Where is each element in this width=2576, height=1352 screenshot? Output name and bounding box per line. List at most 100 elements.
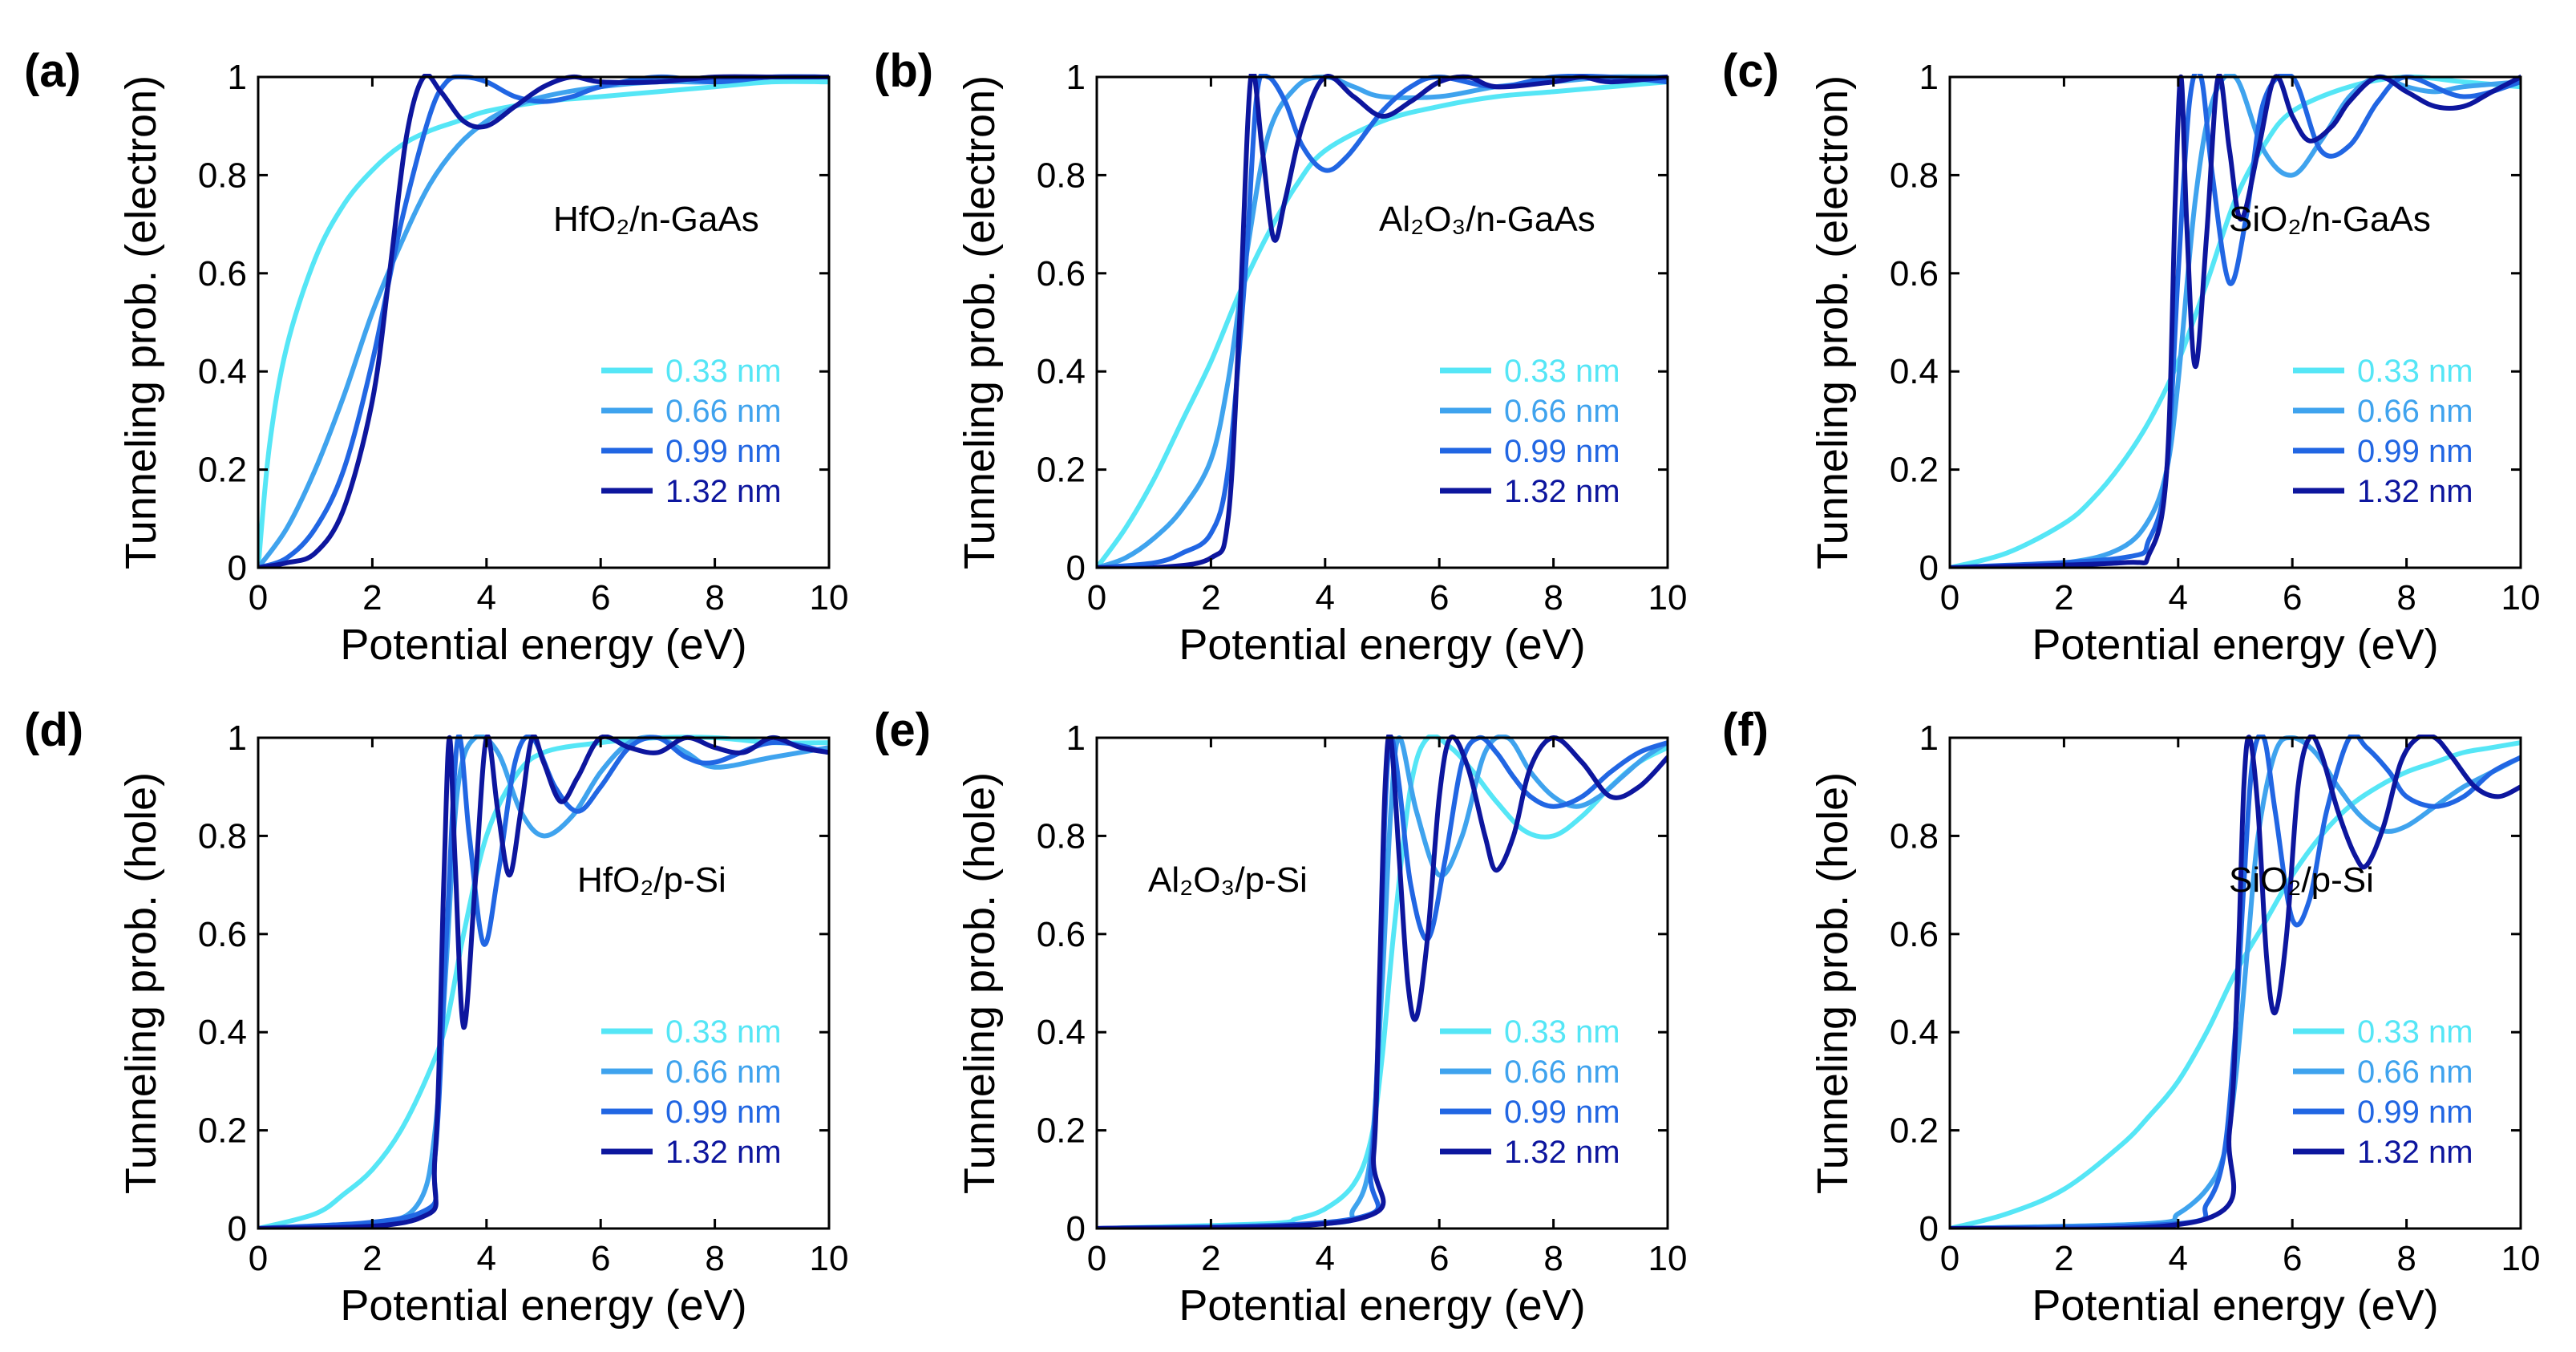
legend-label: 1.32 nm <box>665 474 782 509</box>
plot-frame <box>257 736 831 1230</box>
legend: 0.33 nm 0.66 nm 0.99 nm 1.32 nm <box>1440 354 1620 509</box>
y-tick-label: 0 <box>1066 1209 1086 1249</box>
series-line-132 <box>258 74 829 568</box>
x-tick-label: 6 <box>2283 1239 2302 1278</box>
legend: 0.33 nm 0.66 nm 0.99 nm 1.32 nm <box>1440 1014 1620 1170</box>
legend-label: 1.32 nm <box>2357 1135 2473 1170</box>
legend: 0.33 nm 0.66 nm 0.99 nm 1.32 nm <box>601 1014 782 1170</box>
series-group <box>1950 735 2521 1229</box>
y-tick-label: 0 <box>1066 548 1086 588</box>
legend-label: 0.33 nm <box>1504 1014 1620 1050</box>
legend-label: 0.99 nm <box>2357 434 2473 469</box>
x-axis-title: Potential energy (eV) <box>2032 1281 2438 1330</box>
plot-frame <box>1095 736 1669 1230</box>
x-tick-label: 4 <box>2169 578 2188 617</box>
x-axis-title: Potential energy (eV) <box>2032 621 2438 669</box>
legend-label: 0.66 nm <box>1504 1054 1620 1090</box>
x-tick-label: 8 <box>2396 1239 2416 1278</box>
legend-label: 0.99 nm <box>1504 434 1620 469</box>
y-tick-label: 0.4 <box>1037 352 1086 391</box>
panel-d: (d) 0 2 4 6 8 10 0 0.2 0.4 0.6 0.8 1 Potential energy… <box>24 704 848 1330</box>
x-tick-label: 6 <box>591 578 610 617</box>
y-axis-title: Tunneling prob. (electron) <box>956 75 1004 569</box>
y-tick-label: 0.8 <box>198 816 247 856</box>
plot-frame <box>1948 736 2522 1230</box>
panel-c: (c) 0 2 4 6 8 10 0 0.2 0.4 0.6 0.8 1 Potential energy… <box>1722 45 2540 669</box>
x-tick-label: 8 <box>705 578 724 617</box>
y-axis-title: Tunneling prob. (hole) <box>1809 772 1857 1194</box>
legend-label: 0.99 nm <box>2357 1095 2473 1130</box>
y-axis-title: Tunneling prob. (hole) <box>117 772 165 1194</box>
y-tick-label: 0.8 <box>198 156 247 195</box>
material-annotation: SiO₂/n-GaAs <box>2229 200 2431 239</box>
material-annotation: Al₂O₃/p-Si <box>1148 860 1308 900</box>
series-group <box>1097 735 1668 1229</box>
x-tick-label: 10 <box>810 1239 849 1278</box>
x-tick-label: 0 <box>1087 1239 1106 1278</box>
y-tick-label: 0 <box>228 548 247 588</box>
material-annotation: SiO₂/p-Si <box>2229 860 2374 900</box>
y-tick-label: 0.6 <box>1890 915 1939 954</box>
x-axis-title: Potential energy (eV) <box>340 1281 746 1330</box>
x-tick-label: 6 <box>1430 1239 1449 1278</box>
x-tick-label: 0 <box>249 1239 268 1278</box>
series-line-033 <box>258 79 829 568</box>
y-axis-title: Tunneling prob. (hole) <box>956 772 1004 1194</box>
panel-a: (a) 0 2 4 6 8 10 0 0.2 0.4 0.6 0.8 1 Potential energy… <box>24 45 848 669</box>
y-tick-label: 0.6 <box>198 254 247 293</box>
y-tick-label: 1 <box>228 58 247 97</box>
x-axis-title: Potential energy (eV) <box>340 621 746 669</box>
material-annotation: HfO₂/p-Si <box>577 860 726 900</box>
legend-label: 0.66 nm <box>665 1054 782 1090</box>
y-tick-label: 0.6 <box>1037 254 1086 293</box>
x-tick-label: 2 <box>362 578 382 617</box>
y-tick-label: 0.4 <box>198 352 247 391</box>
y-tick-label: 0.2 <box>1037 1111 1086 1151</box>
legend-label: 1.32 nm <box>665 1135 782 1170</box>
panel-f: (f) 0 2 4 6 8 10 0 0.2 0.4 0.6 0.8 1 Potential energy… <box>1722 704 2540 1330</box>
y-tick-label: 0.8 <box>1890 156 1939 195</box>
series-line-132 <box>1097 735 1668 1229</box>
panel-label: (a) <box>24 45 81 97</box>
legend: 0.33 nm 0.66 nm 0.99 nm 1.32 nm <box>2293 1014 2473 1170</box>
y-tick-label: 0 <box>1919 548 1939 588</box>
y-tick-label: 0.2 <box>198 1111 247 1151</box>
series-line-099 <box>1950 735 2521 1229</box>
x-tick-label: 2 <box>1201 578 1220 617</box>
y-tick-label: 0.6 <box>1037 915 1086 954</box>
legend: 0.33 nm 0.66 nm 0.99 nm 1.32 nm <box>601 354 782 509</box>
plot-frame <box>1948 75 2522 569</box>
panel-label: (b) <box>874 45 933 97</box>
y-tick-label: 0.4 <box>198 1013 247 1052</box>
x-axis-title: Potential energy (eV) <box>1179 1281 1585 1330</box>
y-tick-label: 0.6 <box>198 915 247 954</box>
x-tick-label: 8 <box>2396 578 2416 617</box>
legend-label: 0.66 nm <box>2357 1054 2473 1090</box>
legend-label: 0.33 nm <box>665 1014 782 1050</box>
legend-label: 0.33 nm <box>1504 354 1620 389</box>
y-tick-label: 0 <box>1919 1209 1939 1249</box>
y-tick-label: 0.2 <box>1037 451 1086 490</box>
x-tick-label: 10 <box>810 578 849 617</box>
legend-label: 0.33 nm <box>2357 1014 2473 1050</box>
x-tick-label: 2 <box>1201 1239 1220 1278</box>
series-line-132 <box>1950 735 2521 1229</box>
panel-e: (e) 0 2 4 6 8 10 0 0.2 0.4 0.6 0.8 1 Potential energy… <box>874 704 1687 1330</box>
legend-label: 1.32 nm <box>1504 1135 1620 1170</box>
y-tick-label: 0.2 <box>1890 1111 1939 1151</box>
x-tick-label: 0 <box>1940 578 1959 617</box>
legend-label: 0.66 nm <box>2357 394 2473 429</box>
y-tick-label: 0.4 <box>1890 352 1939 391</box>
x-tick-label: 4 <box>1316 1239 1335 1278</box>
legend-label: 0.33 nm <box>2357 354 2473 389</box>
x-tick-label: 10 <box>1648 1239 1688 1278</box>
x-tick-label: 2 <box>2054 578 2073 617</box>
y-tick-label: 0.2 <box>198 451 247 490</box>
x-tick-label: 8 <box>1543 578 1563 617</box>
material-annotation: Al₂O₃/n-GaAs <box>1379 200 1595 239</box>
x-tick-label: 6 <box>2283 578 2302 617</box>
x-tick-label: 0 <box>1087 578 1106 617</box>
x-tick-label: 2 <box>2054 1239 2073 1278</box>
legend-label: 0.66 nm <box>665 394 782 429</box>
